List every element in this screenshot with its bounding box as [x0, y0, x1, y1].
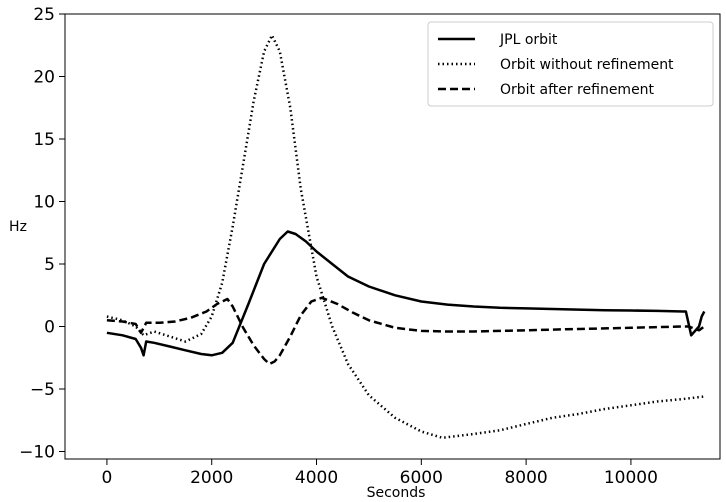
- y-tick-label: 10: [33, 193, 55, 213]
- series-line-2: [106, 34, 705, 440]
- x-axis-ticks: 0 2000 4000 6000 8000 10000: [102, 459, 658, 488]
- x-axis-label: Seconds: [367, 485, 426, 501]
- y-axis-ticks: −10 −5 0 5 10 15 20 25: [19, 5, 65, 463]
- legend-label-after-refinement: Orbit after refinement: [500, 82, 655, 98]
- y-tick-label: −10: [19, 443, 55, 463]
- x-tick-label: 0: [102, 468, 113, 488]
- x-tick-label: 4000: [295, 468, 338, 488]
- legend-box: [427, 21, 714, 107]
- legend-label-without-refinement: Orbit without refinement: [500, 57, 674, 73]
- legend: JPL orbit Orbit without refinement Orbit…: [427, 21, 714, 107]
- plot-frame: [64, 13, 721, 460]
- y-tick-label: 20: [33, 68, 55, 88]
- y-axis-label: Hz: [9, 219, 27, 235]
- y-tick-label: 15: [33, 130, 55, 150]
- series-line-1: [106, 230, 706, 357]
- y-tick-label: −5: [30, 380, 55, 400]
- x-tick-label: 10000: [604, 468, 658, 488]
- x-tick-label: 6000: [400, 468, 443, 488]
- x-tick-label: 8000: [504, 468, 547, 488]
- y-tick-label: 5: [44, 255, 55, 275]
- legend-label-jpl: JPL orbit: [499, 32, 558, 48]
- y-tick-label: 0: [44, 318, 55, 338]
- series-layer: [106, 34, 706, 440]
- y-tick-label: 25: [33, 5, 55, 25]
- series-line-3: [106, 296, 706, 366]
- x-tick-label: 2000: [190, 468, 233, 488]
